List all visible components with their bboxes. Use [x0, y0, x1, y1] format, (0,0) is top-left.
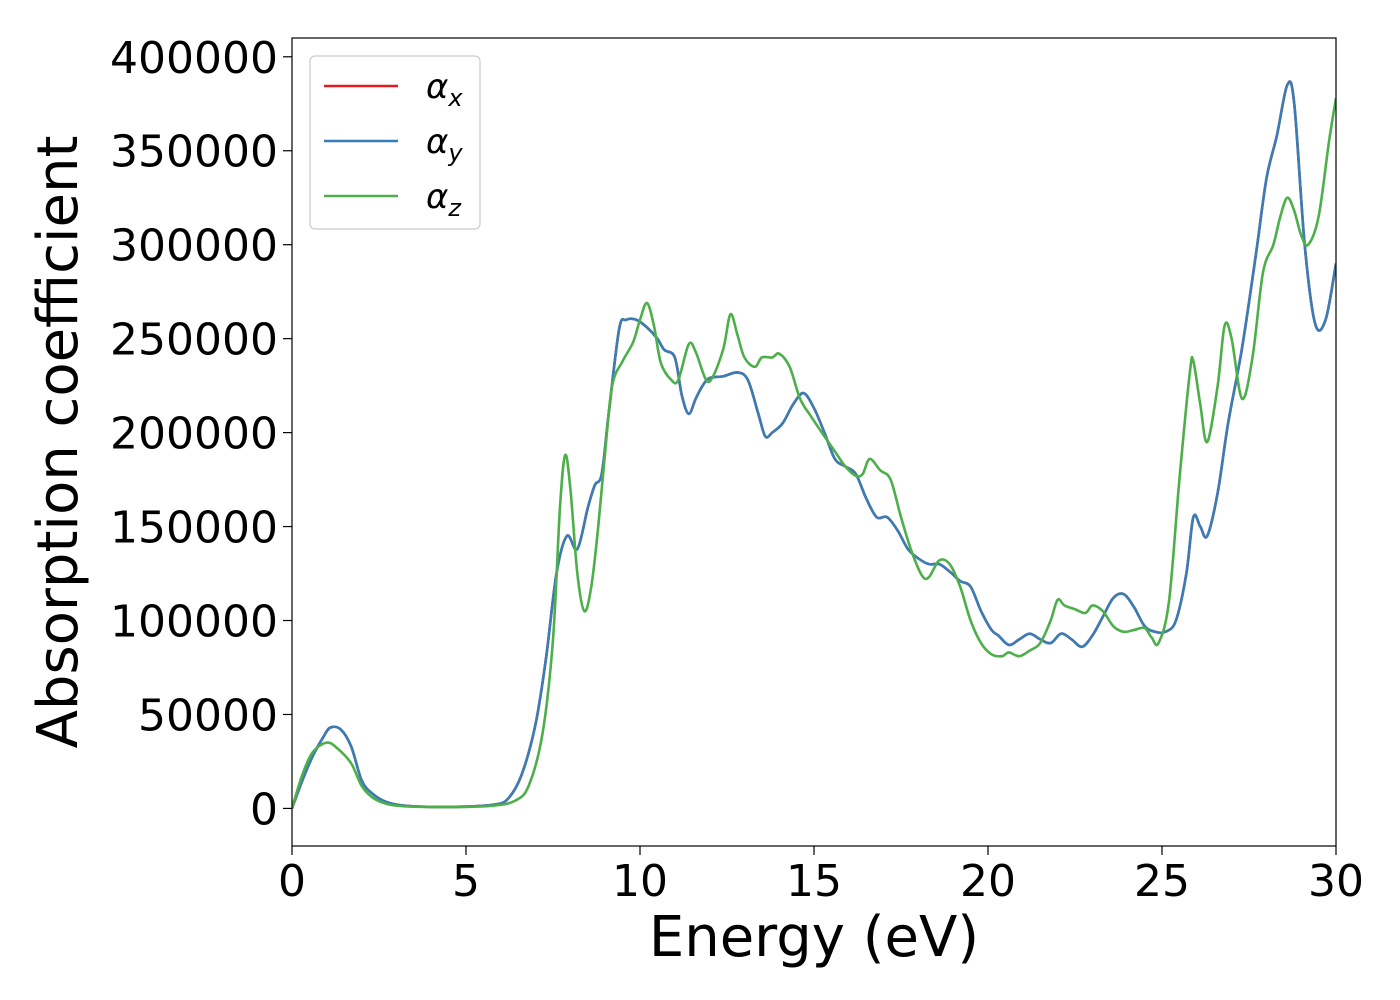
y-tick-label: 200000: [110, 409, 278, 460]
x-axis-title: Energy (eV): [649, 905, 979, 970]
y-tick-label: 300000: [110, 221, 278, 272]
legend-subscript: y: [447, 139, 463, 167]
y-tick-label: 50000: [138, 690, 278, 741]
y-tick-label: 250000: [110, 315, 278, 366]
x-tick-label: 20: [960, 856, 1016, 907]
series-line-alpha-z: [292, 97, 1336, 809]
legend-subscript: z: [447, 194, 462, 222]
x-axis-ticks: 0 5 10 15 20 25 30: [278, 846, 1364, 907]
legend-symbol: α: [426, 122, 448, 162]
legend-label-alpha-z: αz: [426, 177, 462, 222]
series-layer: [292, 80, 1336, 809]
x-tick-label: 30: [1308, 856, 1364, 907]
x-tick-label: 10: [612, 856, 668, 907]
x-tick-label: 5: [452, 856, 480, 907]
legend-label-alpha-x: αx: [426, 67, 463, 112]
legend-box: [309, 55, 481, 230]
y-tick-label: 100000: [110, 597, 278, 648]
x-tick-label: 15: [786, 856, 842, 907]
legend-symbol: α: [426, 67, 448, 107]
legend-subscript: x: [447, 84, 463, 112]
y-tick-label: 0: [250, 784, 278, 835]
legend-label-alpha-y: αy: [426, 122, 463, 167]
y-tick-label: 350000: [110, 127, 278, 178]
x-tick-label: 0: [278, 856, 306, 907]
legend-symbol: α: [426, 177, 448, 217]
y-tick-label: 400000: [110, 33, 278, 84]
y-tick-label: 150000: [110, 503, 278, 554]
x-tick-label: 25: [1134, 856, 1190, 907]
y-axis-title: Absorption coefficient: [26, 136, 91, 749]
y-axis-ticks: 0 50000 100000 150000 200000 250000 300000 3500…: [110, 33, 292, 835]
